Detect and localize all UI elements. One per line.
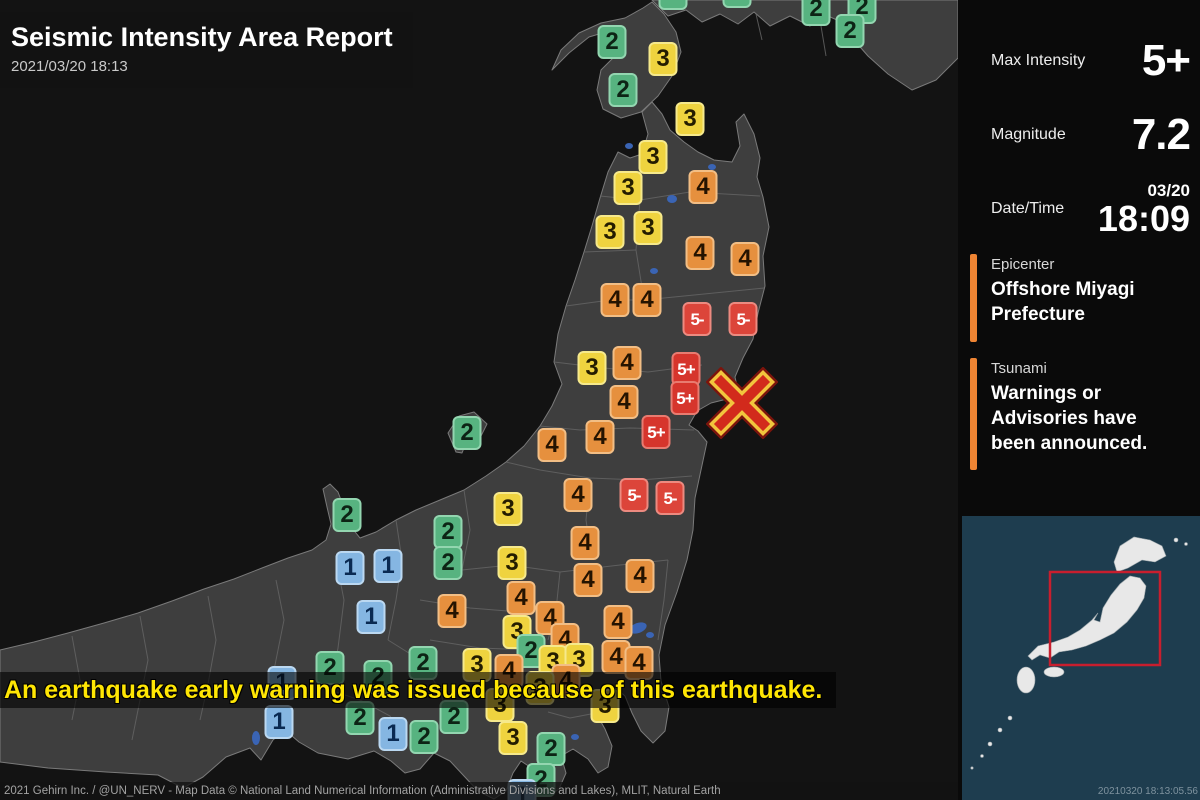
- intensity-marker-3: 3: [648, 42, 678, 76]
- info-magnitude: Magnitude 7.2: [970, 106, 1191, 164]
- max-intensity-value: 5+: [1141, 36, 1191, 85]
- intensity-marker-1: 1: [264, 705, 294, 739]
- intensity-marker-2: 2: [433, 515, 463, 549]
- intensity-marker-5-: 5-: [728, 302, 758, 336]
- accent-bar: [970, 254, 977, 342]
- intensity-marker-4: 4: [609, 385, 639, 419]
- intensity-marker-1: 1: [335, 551, 365, 585]
- intensity-marker-4: 4: [506, 581, 536, 615]
- intensity-marker-1: 1: [356, 600, 386, 634]
- intensity-marker-2: 2: [835, 14, 865, 48]
- intensity-marker-2: 2: [409, 720, 439, 754]
- intensity-marker-2: 2: [332, 498, 362, 532]
- minimap-viewport-rect: [1048, 570, 1162, 667]
- report-title-box: Seismic Intensity Area Report 2021/03/20…: [0, 12, 413, 89]
- intensity-marker-5+: 5+: [641, 415, 671, 449]
- intensity-marker-3: 3: [497, 546, 527, 580]
- minimap-japan-graphic: [970, 536, 1188, 770]
- intensity-marker-3: 3: [498, 721, 528, 755]
- report-datetime: 2021/03/20 18:13: [11, 58, 128, 76]
- eew-caption-text: An earthquake early warning was issued b…: [4, 675, 823, 704]
- intensity-marker-2: 2: [452, 416, 482, 450]
- datetime-time: 18:09: [1097, 197, 1190, 239]
- intensity-marker-4: 4: [600, 283, 630, 317]
- page-title: Seismic Intensity Area Report: [11, 22, 393, 52]
- intensity-marker-5+: 5+: [670, 381, 700, 415]
- intensity-marker-4: 4: [632, 283, 662, 317]
- info-max-intensity: Max Intensity 5+: [970, 32, 1191, 90]
- intensity-marker-2: 2: [536, 732, 566, 766]
- accent-bar: [970, 358, 977, 470]
- intensity-marker-4: 4: [625, 559, 655, 593]
- intensity-marker-3: 3: [577, 351, 607, 385]
- intensity-marker-5-: 5-: [682, 302, 712, 336]
- magnitude-value: 7.2: [1131, 110, 1191, 159]
- intensity-marker-1: 1: [378, 717, 408, 751]
- epicenter-label: Epicenter: [991, 256, 1055, 273]
- attribution-text: 2021 Gehirn Inc. / @UN_NERV - Map Data ©…: [4, 785, 721, 797]
- tsunami-value: Warnings or Advisories have been announc…: [991, 383, 1148, 455]
- tsunami-label: Tsunami: [991, 360, 1047, 377]
- attribution-bar: 2021 Gehirn Inc. / @UN_NERV - Map Data ©…: [0, 782, 958, 800]
- intensity-marker-3: 3: [613, 171, 643, 205]
- datetime-value: 03/20 18:09: [1098, 182, 1190, 237]
- intensity-marker-1: 1: [373, 549, 403, 583]
- intensity-marker-5-: 5-: [655, 481, 685, 515]
- intensity-marker-5-: 5-: [619, 478, 649, 512]
- intensity-marker-2: 2: [658, 0, 688, 10]
- intensity-marker-4: 4: [537, 428, 567, 462]
- datetime-label: Date/Time: [991, 200, 1065, 217]
- overview-minimap: 20210320 18:13:05.56: [962, 516, 1200, 800]
- intensity-marker-4: 4: [437, 594, 467, 628]
- intensity-marker-2: 2: [801, 0, 831, 26]
- intensity-marker-4: 4: [563, 478, 593, 512]
- minimap-japan-shape: [970, 536, 1188, 770]
- intensity-marker-2: 2: [433, 546, 463, 580]
- intensity-marker-3: 3: [675, 102, 705, 136]
- intensity-marker-4: 4: [685, 236, 715, 270]
- intensity-marker-4: 4: [603, 605, 633, 639]
- datetime-date: 03/20: [1147, 180, 1190, 200]
- intensity-marker-3: 3: [633, 211, 663, 245]
- intensity-marker-3: 3: [638, 140, 668, 174]
- intensity-marker-2: 2: [722, 0, 752, 8]
- minimap-timestamp: 20210320 18:13:05.56: [1097, 786, 1198, 797]
- info-datetime: Date/Time 03/20 18:09: [970, 180, 1190, 238]
- intensity-marker-2: 2: [608, 73, 638, 107]
- max-intensity-label: Max Intensity: [991, 52, 1086, 69]
- lakes: [252, 143, 716, 745]
- intensity-marker-4: 4: [730, 242, 760, 276]
- intensity-marker-4: 4: [585, 420, 615, 454]
- intensity-marker-4: 4: [612, 346, 642, 380]
- intensity-marker-4: 4: [688, 170, 718, 204]
- info-tsunami: Tsunami Warnings or Advisories have been…: [970, 358, 1190, 470]
- epicenter-marker: [706, 367, 778, 439]
- magnitude-label: Magnitude: [991, 126, 1066, 143]
- epicenter-value: Offshore Miyagi Prefecture: [991, 279, 1135, 326]
- eew-caption-band: An earthquake early warning was issued b…: [0, 672, 837, 708]
- info-epicenter: Epicenter Offshore Miyagi Prefecture: [970, 254, 1190, 342]
- intensity-marker-3: 3: [493, 492, 523, 526]
- intensity-marker-4: 4: [570, 526, 600, 560]
- intensity-marker-3: 3: [595, 215, 625, 249]
- intensity-marker-4: 4: [573, 563, 603, 597]
- intensity-marker-2: 2: [597, 25, 627, 59]
